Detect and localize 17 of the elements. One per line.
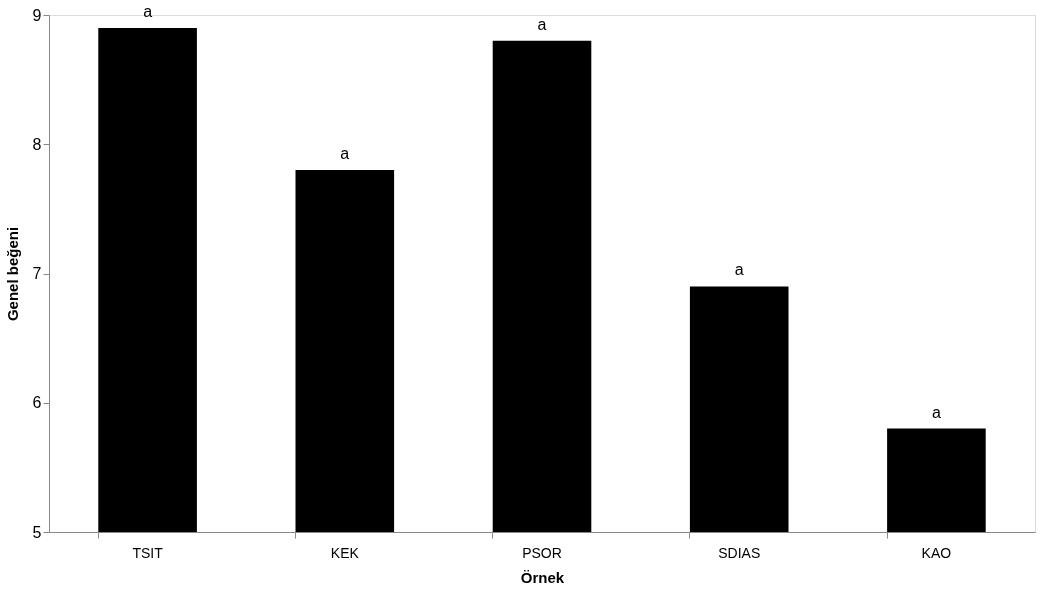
y-tick-label: 9 [32,6,42,24]
y-tick-label: 6 [32,394,42,412]
x-tick-label: SDIAS [718,544,761,561]
annotation: a [340,145,350,163]
y-tick-label: 7 [32,265,42,282]
x-tick-label: TSIT [132,544,164,561]
annotation: a [143,2,153,20]
y-tick-label: 8 [32,135,42,153]
annotation: a [537,15,547,33]
annotation: a [734,261,744,279]
y-axis-title: Genel beğeni [3,226,21,322]
annotation: a [931,403,941,421]
x-tick-label: KAO [921,544,952,561]
x-axis-title: Örnek [520,568,565,586]
x-tick-label: PSOR [522,544,562,561]
y-tick-label: 5 [32,523,42,541]
x-tick-label: KEK [330,544,360,561]
